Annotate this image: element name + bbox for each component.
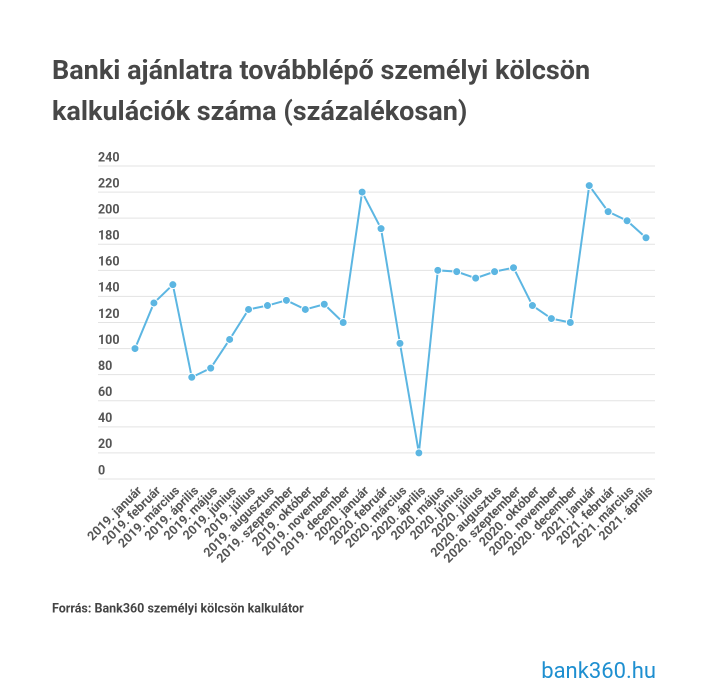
data-point [300, 304, 310, 314]
y-tick-label: 60 [98, 385, 112, 400]
data-point [527, 301, 537, 311]
data-point [622, 216, 632, 226]
data-point [225, 334, 235, 344]
logo: bank360.hu [541, 659, 656, 684]
data-point [641, 233, 651, 243]
data-point [357, 187, 367, 197]
data-point [262, 301, 272, 311]
data-point [168, 280, 178, 290]
data-point [603, 207, 613, 217]
data-point [490, 267, 500, 277]
y-tick-label: 120 [98, 307, 120, 322]
source-note: Forrás: Bank360 személyi kölcsön kalkulá… [52, 601, 304, 616]
data-point [584, 181, 594, 191]
y-tick-label: 20 [98, 437, 112, 452]
y-tick-label: 240 [98, 150, 120, 165]
data-point [319, 299, 329, 309]
data-point [471, 273, 481, 283]
chart-title: Banki ajánlatra továbblépő személyi kölc… [52, 54, 590, 86]
data-point [414, 448, 424, 458]
data-point [395, 338, 405, 348]
y-tick-label: 180 [98, 229, 120, 244]
data-line [134, 182, 647, 454]
data-point [452, 267, 462, 277]
data-point [187, 372, 197, 382]
data-point [433, 265, 443, 275]
data-point [376, 224, 386, 234]
data-point [338, 318, 348, 327]
data-point [206, 363, 216, 373]
data-point [130, 344, 140, 354]
data-point [565, 318, 575, 327]
y-tick-label: 140 [98, 281, 120, 296]
data-point [546, 314, 556, 324]
data-point [149, 298, 159, 308]
chart-title: kalkulációk száma (százalékosan) [52, 95, 467, 127]
data-point [509, 263, 519, 273]
data-point [281, 295, 291, 305]
y-tick-label: 200 [98, 202, 120, 217]
y-tick-label: 40 [98, 411, 112, 426]
y-tick-label: 0 [98, 463, 105, 478]
y-tick-label: 160 [98, 255, 120, 270]
y-tick-label: 100 [98, 333, 120, 348]
y-tick-label: 80 [98, 359, 112, 374]
y-tick-label: 220 [98, 176, 120, 191]
data-point [244, 304, 254, 314]
